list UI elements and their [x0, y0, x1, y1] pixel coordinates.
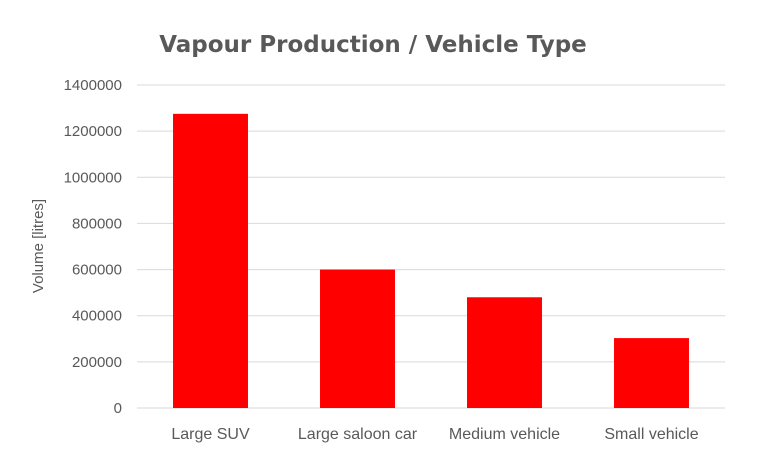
x-category-label: Large SUV — [171, 426, 250, 443]
category-labels: Large SUV Large saloon car Medium vehicle S… — [171, 426, 698, 443]
chart-title: Vapour Production / Vehicle Type — [159, 32, 587, 58]
y-tick-label: 800000 — [72, 215, 122, 232]
bars — [173, 113, 689, 408]
y-tick-label: 200000 — [72, 354, 122, 371]
bar-medium-vehicle — [467, 297, 542, 408]
bar-small-vehicle — [614, 338, 689, 408]
y-tick-label: 1400000 — [64, 77, 122, 94]
bar-large-saloon-car — [320, 269, 395, 408]
y-tick-labels: 0 200000 400000 600000 800000 1000000 1200000 1… — [64, 77, 122, 417]
bar-large-suv — [173, 113, 248, 408]
y-tick-label: 600000 — [72, 262, 122, 279]
y-tick-label: 1000000 — [64, 169, 122, 186]
x-category-label: Medium vehicle — [449, 426, 560, 443]
y-tick-label: 400000 — [72, 308, 122, 325]
y-axis-label: Volume [litres] — [30, 199, 47, 293]
x-category-label: Small vehicle — [604, 426, 698, 443]
y-tick-label: 0 — [114, 400, 122, 417]
x-category-label: Large saloon car — [298, 426, 418, 443]
y-tick-label: 1200000 — [64, 123, 122, 140]
